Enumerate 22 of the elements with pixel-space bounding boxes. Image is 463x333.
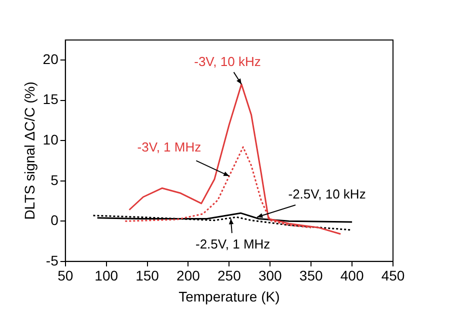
annotation: -2.5V, 10 kHz bbox=[288, 186, 366, 202]
x-tick-label: 250 bbox=[218, 268, 242, 284]
x-tick-label: 50 bbox=[58, 268, 74, 284]
x-tick-label: 450 bbox=[381, 268, 405, 284]
x-axis-title: Temperature (K) bbox=[178, 288, 280, 304]
x-tick-label: 300 bbox=[258, 268, 282, 284]
x-tick-label: 350 bbox=[299, 268, 323, 284]
y-tick-label: -5 bbox=[46, 252, 59, 268]
x-tick-label: 200 bbox=[176, 268, 200, 284]
y-tick-label: 5 bbox=[50, 172, 59, 188]
annotation: -2.5V, 1 MHz bbox=[195, 236, 270, 252]
y-tick-label: 20 bbox=[42, 50, 59, 67]
x-tick-label: 150 bbox=[136, 268, 160, 284]
line-series bbox=[92, 214, 353, 231]
y-tick-label: 0 bbox=[50, 212, 59, 228]
y-axis-title: DLTS signal ΔC/C (%) bbox=[21, 82, 38, 220]
annotation: -3V, 1 MHz bbox=[137, 140, 202, 155]
x-tick-label: 100 bbox=[94, 268, 118, 284]
y-tick-label: 10 bbox=[42, 131, 59, 148]
x-tick-label: 400 bbox=[340, 268, 364, 284]
annotation: -3V, 10 kHz bbox=[194, 54, 261, 69]
y-tick-label: 15 bbox=[42, 91, 59, 108]
